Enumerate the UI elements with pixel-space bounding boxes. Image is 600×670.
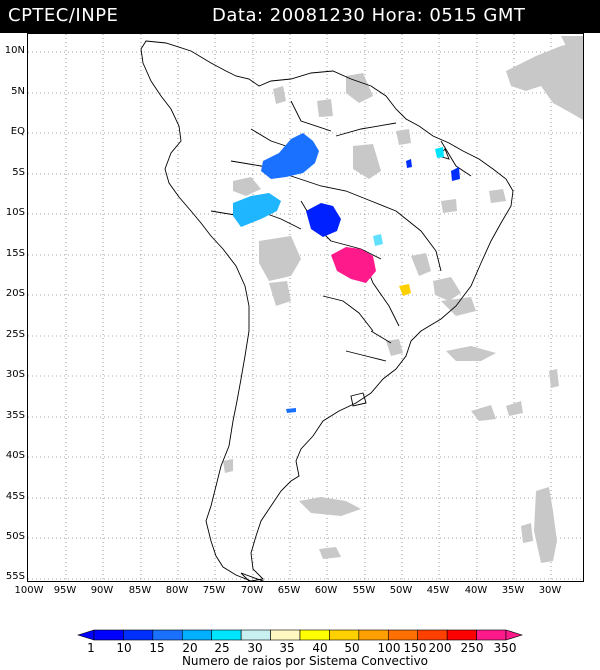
lat-label: 5N xyxy=(11,86,25,97)
lon-label: 100W xyxy=(14,585,44,596)
legend-color-cell xyxy=(387,629,419,641)
title-bar: CPTEC/INPE Data: 20081230 Hora: 0515 GMT xyxy=(0,0,600,33)
legend-color-cell xyxy=(329,629,360,641)
legend-arrow-right xyxy=(505,629,524,641)
legend-color-cell xyxy=(446,629,477,641)
lat-label: EQ xyxy=(10,126,25,137)
lat-label: 5S xyxy=(12,167,25,178)
legend-color-cell xyxy=(299,629,330,641)
lon-label: 70W xyxy=(240,585,264,596)
graticule xyxy=(28,34,583,581)
legend-color-cell xyxy=(93,629,124,641)
legend-value: 15 xyxy=(149,641,165,655)
map-canvas xyxy=(28,34,583,581)
storm-darkblue-rondonia xyxy=(306,203,341,237)
lon-label: 80W xyxy=(165,585,189,596)
lat-label: 35S xyxy=(5,410,25,421)
lon-label: 45W xyxy=(426,585,450,596)
legend-colorbar xyxy=(76,629,524,641)
lat-label: 40S xyxy=(5,450,25,461)
legend-value: 10 xyxy=(116,641,132,655)
lat-label: 55S xyxy=(5,571,25,582)
legend-color-cell xyxy=(476,629,507,641)
legend-color-cell xyxy=(417,629,448,641)
legend-value: 40 xyxy=(312,641,328,655)
legend-value: 25 xyxy=(214,641,230,655)
storm-blue-amazon xyxy=(261,133,319,179)
lon-label: 85W xyxy=(128,585,152,596)
lon-label: 75W xyxy=(202,585,226,596)
legend-color-cell xyxy=(270,629,301,641)
legend-value: 20 xyxy=(182,641,198,655)
lon-label: 90W xyxy=(90,585,114,596)
legend-value: 100 xyxy=(377,641,401,655)
lat-label: 10N xyxy=(4,45,25,56)
storm-cyan-acre xyxy=(233,193,281,227)
lat-label: 20S xyxy=(5,288,25,299)
legend-arrow-left xyxy=(76,629,95,641)
lat-label: 30S xyxy=(5,369,25,380)
legend-value: 50 xyxy=(344,641,360,655)
lon-label: 50W xyxy=(389,585,413,596)
legend-color-cell xyxy=(240,629,271,641)
legend-color-cell xyxy=(152,629,183,641)
storm-small-blue-3 xyxy=(286,408,296,413)
legend-value: 30 xyxy=(247,641,263,655)
lat-label: 15S xyxy=(5,248,25,259)
lat-label: 50S xyxy=(5,531,25,542)
storm-small-blue-2 xyxy=(451,167,460,181)
lat-label: 25S xyxy=(5,329,25,340)
legend-value: 1 xyxy=(87,641,95,655)
datetime-label: Data: 20081230 Hora: 0515 GMT xyxy=(212,5,526,26)
legend-value: 350 xyxy=(493,641,517,655)
lat-label: 45S xyxy=(5,491,25,502)
lon-label: 65W xyxy=(277,585,301,596)
map-frame xyxy=(27,33,584,582)
legend-value: 150 xyxy=(403,641,427,655)
lon-label: 35W xyxy=(501,585,525,596)
lon-label: 60W xyxy=(314,585,338,596)
storm-lightcyan-goias xyxy=(373,234,383,246)
legend-color-cell xyxy=(358,629,389,641)
legend-color-cell xyxy=(123,629,154,641)
storm-small-cyan xyxy=(435,147,444,158)
lon-label: 95W xyxy=(53,585,77,596)
legend-value: 200 xyxy=(428,641,452,655)
cloud-cover xyxy=(223,36,583,563)
lat-label: 10S xyxy=(5,207,25,218)
lon-label: 55W xyxy=(352,585,376,596)
lon-label: 40W xyxy=(464,585,488,596)
legend-color-cell xyxy=(181,629,213,641)
storm-magenta-matogrosso xyxy=(331,247,376,283)
legend-values: 1 10 15 20 25 30 35 40 50 100 150 200 25… xyxy=(0,641,600,655)
legend-color-cell xyxy=(211,629,242,641)
convective-systems xyxy=(233,133,460,413)
legend-caption: Numero de raios por Sistema Convectivo xyxy=(181,654,429,668)
legend-value: 35 xyxy=(279,641,295,655)
source-label: CPTEC/INPE xyxy=(8,5,119,26)
legend-value: 250 xyxy=(460,641,484,655)
storm-yellow-minas xyxy=(399,284,411,296)
lon-label: 30W xyxy=(538,585,562,596)
storm-small-blue-1 xyxy=(406,159,412,168)
